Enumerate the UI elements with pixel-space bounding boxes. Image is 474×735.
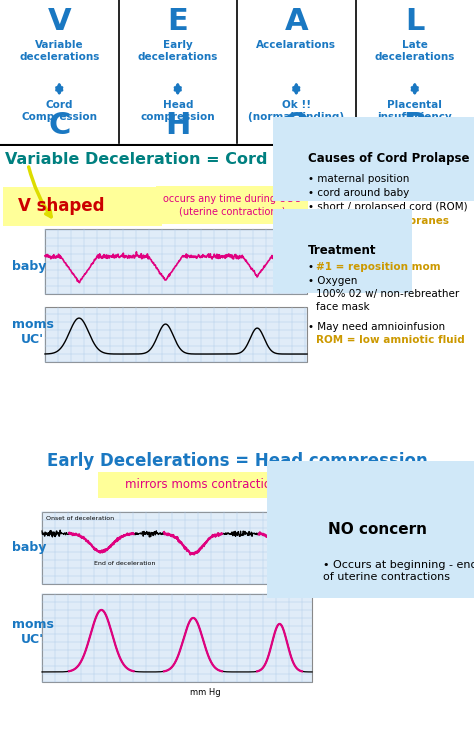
Text: rupture of membranes: rupture of membranes [316,216,449,226]
Text: A: A [284,7,308,36]
Text: End of deceleration: End of deceleration [94,561,155,566]
Text: P: P [404,112,426,140]
Text: • May need amnioinfusion: • May need amnioinfusion [308,322,445,332]
FancyBboxPatch shape [3,187,162,226]
Text: O: O [283,112,309,140]
Text: Onset of deceleration: Onset of deceleration [46,516,114,521]
Text: baby: baby [12,259,46,273]
Text: E: E [167,7,188,36]
Text: 100% 02 w/ non-rebreather: 100% 02 w/ non-rebreather [316,289,459,299]
FancyBboxPatch shape [42,594,312,682]
Text: baby: baby [12,542,46,554]
Text: occurs any time during UC's
(uterine contractions): occurs any time during UC's (uterine con… [163,194,301,216]
Text: Variable Deceleration = Cord Prolapse: Variable Deceleration = Cord Prolapse [5,152,352,168]
Text: Causes of Cord Prolapse: Causes of Cord Prolapse [308,152,470,165]
Text: mirrors moms contractions: mirrors moms contractions [125,478,285,492]
Text: V: V [47,7,71,36]
Text: • Oxygen: • Oxygen [308,276,357,286]
Text: #1 = reposition mom: #1 = reposition mom [316,262,441,272]
Text: ROM = low amniotic fluid: ROM = low amniotic fluid [316,335,465,345]
Text: mm Hg: mm Hg [190,688,220,697]
Text: moms
UC': moms UC' [12,318,54,346]
Text: • cord around baby: • cord around baby [308,188,409,198]
Text: V shaped: V shaped [18,197,104,215]
Text: • maternal position: • maternal position [308,174,410,184]
Text: Cord
Compression: Cord Compression [21,101,97,122]
Text: • Occurs at beginning - end
of uterine contractions: • Occurs at beginning - end of uterine c… [323,560,474,581]
Text: Placental
insufficiency: Placental insufficiency [377,101,452,122]
FancyBboxPatch shape [156,186,308,224]
Text: Treatment: Treatment [308,244,376,257]
Text: •: • [308,262,317,272]
FancyBboxPatch shape [45,229,307,294]
Text: Early Decelerations = Head compression: Early Decelerations = Head compression [46,452,428,470]
FancyBboxPatch shape [45,307,307,362]
Text: Variable
decelerations: Variable decelerations [19,40,100,62]
Text: Late
decelerations: Late decelerations [374,40,455,62]
FancyBboxPatch shape [98,472,312,498]
Text: Ok !!
(normal finding): Ok !! (normal finding) [248,101,344,122]
Text: NO concern: NO concern [328,522,427,537]
Text: moms
UC': moms UC' [12,618,54,646]
Text: Early
decelerations: Early decelerations [137,40,218,62]
Text: H: H [165,112,191,140]
Text: L: L [405,7,424,36]
FancyBboxPatch shape [42,512,312,584]
Text: C: C [48,112,71,140]
Text: • short / prolapsed cord (ROM): • short / prolapsed cord (ROM) [308,202,468,212]
Text: face mask: face mask [316,302,370,312]
Text: Accelarations: Accelarations [256,40,336,50]
Text: Head
compression: Head compression [140,101,215,122]
